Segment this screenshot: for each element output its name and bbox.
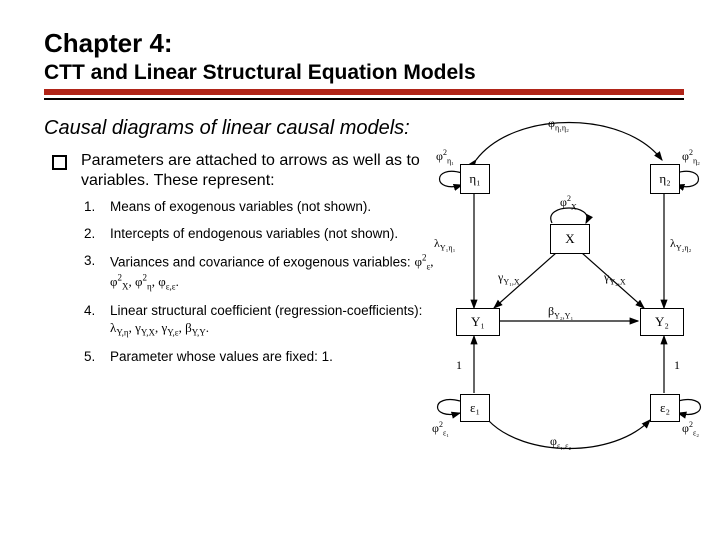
rule-black (44, 98, 684, 100)
label-phi2-eps1: φ2ε₁ (432, 420, 449, 437)
item-number: 5. (84, 349, 110, 366)
item-number: 2. (84, 226, 110, 243)
chapter-label: Chapter 4: (44, 28, 684, 59)
label-phi-eps1eps2: φε₁,ε₂ (550, 434, 571, 450)
label-one-left: 1 (456, 358, 462, 373)
item-text: Intercepts of endogenous variables (not … (110, 226, 434, 243)
main-bullet: Parameters are attached to arrows as wel… (52, 151, 434, 191)
label-phi-eta1eta2: φη₁η₂ (548, 116, 569, 132)
label-beta-y2y1: βY₂,Y₁ (548, 304, 573, 320)
list-item: 1. Means of exogenous variables (not sho… (84, 199, 434, 216)
causal-diagram: η₁ η₂ X Y₁ Y₂ ε₁ ε₂ φη₁η₂ φ2η₁ φ2η₂ φ2X … (444, 118, 684, 468)
label-phi2-eta2: φ2η₂ (682, 148, 700, 165)
label-gamma-y1x: γY₁,X (498, 270, 520, 286)
label-lambda-y1eta1: λY₁η₁ (434, 236, 455, 252)
node-eta2: η₂ (650, 164, 680, 194)
item-text: Parameter whose values are fixed: 1. (110, 349, 434, 366)
section-heading: Causal diagrams of linear causal models: (44, 116, 434, 141)
item-number: 3. (84, 253, 110, 293)
numbered-list: 1. Means of exogenous variables (not sho… (84, 199, 434, 366)
label-phi2-eta1: φ2η₁ (436, 148, 454, 165)
list-item: 5. Parameter whose values are fixed: 1. (84, 349, 434, 366)
node-eps2: ε₂ (650, 394, 680, 422)
list-item: 2. Intercepts of endogenous variables (n… (84, 226, 434, 243)
item-number: 4. (84, 303, 110, 339)
square-bullet-icon (52, 155, 67, 170)
item-text: Linear structural coefficient (regressio… (110, 303, 434, 339)
title-rule (44, 89, 684, 100)
node-eps1: ε₁ (460, 394, 490, 422)
main-bullet-text: Parameters are attached to arrows as wel… (81, 151, 434, 191)
item-number: 1. (84, 199, 110, 216)
label-phi2-x: φ2X (560, 194, 577, 211)
text-column: Causal diagrams of linear causal models:… (44, 114, 434, 376)
list-item: 4. Linear structural coefficient (regres… (84, 303, 434, 339)
label-phi2-eps2: φ2ε₂ (682, 420, 699, 437)
label-gamma-y2x: γY₂,X (604, 270, 626, 286)
label-one-right: 1 (674, 358, 680, 373)
node-x: X (550, 224, 590, 254)
label-lambda-y2eta2: λY₂η₂ (670, 236, 691, 252)
formula-coefficients: λY,η, γY,X, γY,ε, βY,Y. (110, 320, 209, 335)
node-eta1: η₁ (460, 164, 490, 194)
item-text: Variances and covariance of exogenous va… (110, 253, 434, 293)
node-y1: Y₁ (456, 308, 500, 336)
item-text: Means of exogenous variables (not shown)… (110, 199, 434, 216)
node-y2: Y₂ (640, 308, 684, 336)
list-item: 3. Variances and covariance of exogenous… (84, 253, 434, 293)
body-row: Causal diagrams of linear causal models:… (44, 114, 684, 468)
slide-page: Chapter 4: CTT and Linear Structural Equ… (0, 0, 720, 540)
chapter-subtitle: CTT and Linear Structural Equation Model… (44, 61, 684, 85)
